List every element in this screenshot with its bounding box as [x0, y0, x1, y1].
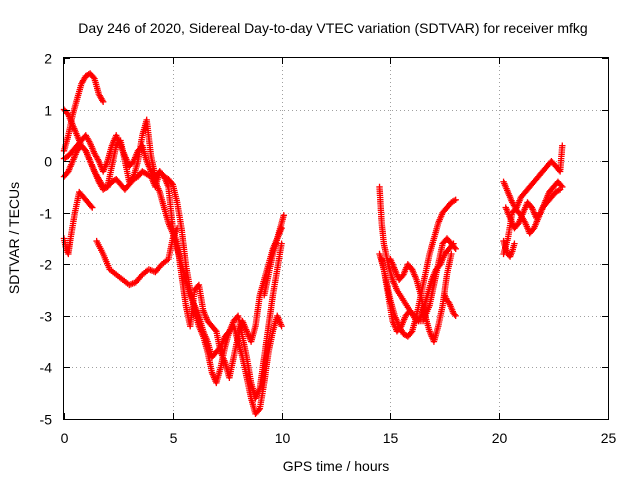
series-trace-p	[500, 237, 518, 260]
y-tick-label: 0	[44, 154, 52, 170]
x-tick-label: 10	[275, 430, 291, 446]
series-trace-a	[60, 70, 107, 155]
x-tick-label: 5	[170, 430, 178, 446]
series-trace-k	[387, 250, 455, 345]
series-trace	[442, 293, 458, 318]
series-trace-d	[60, 132, 285, 418]
series-trace	[61, 190, 95, 256]
y-tick-label: -1	[40, 206, 53, 222]
y-tick-label: -2	[40, 257, 53, 273]
x-tick-label: 20	[492, 430, 508, 446]
y-tick-label: 1	[44, 103, 52, 119]
y-tick-label: -5	[40, 412, 53, 428]
axis-ticks	[64, 58, 609, 420]
series-trace	[501, 180, 562, 236]
series-trace	[62, 133, 285, 416]
series-trace	[61, 143, 285, 400]
series-trace-c	[60, 142, 285, 402]
y-axis-label: SDTVAR / TECUs	[6, 182, 22, 294]
series-trace-f	[93, 224, 181, 289]
grid-lines	[64, 58, 608, 419]
series-trace	[261, 214, 287, 297]
y-tick-labels: -5 -4 -3 -2 -1 0 1 2	[40, 51, 53, 428]
x-tick-label: 15	[383, 430, 399, 446]
chart-title: Day 246 of 2020, Sidereal Day-to-day VTE…	[78, 20, 587, 36]
series-trace	[387, 252, 455, 344]
series-trace-g	[260, 212, 287, 299]
x-tick-labels: 0 5 10 15 20 25	[61, 430, 617, 446]
series-trace-e	[60, 188, 96, 258]
y-tick-label: -3	[40, 309, 53, 325]
y-tick-label: 2	[44, 51, 52, 67]
series-trace-l	[441, 292, 459, 320]
data-points	[60, 70, 566, 418]
series-trace-o	[500, 178, 564, 237]
series-trace	[94, 226, 180, 288]
plot-frame	[63, 57, 609, 420]
y-tick-label: -4	[40, 360, 53, 376]
x-axis-label: GPS time / hours	[283, 458, 390, 474]
x-tick-label: 0	[61, 430, 69, 446]
data-point	[452, 312, 459, 320]
x-tick-label: 25	[601, 430, 617, 446]
series-trace	[500, 239, 518, 259]
